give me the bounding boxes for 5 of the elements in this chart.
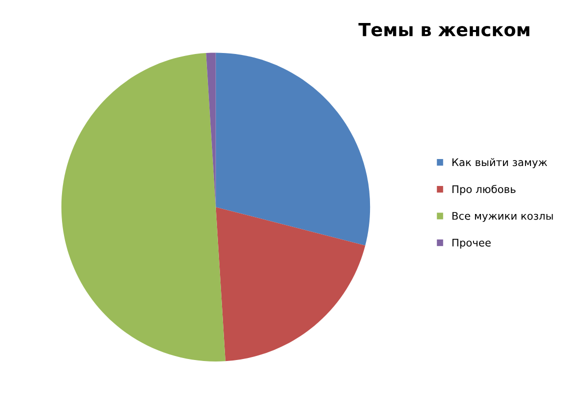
legend-label: Про любовь (452, 184, 516, 196)
chart-title: Темы в женском (358, 22, 530, 36)
legend-label: Прочее (452, 238, 491, 249)
legend-label: Как выйти замуж (452, 158, 548, 168)
legend-label: Все мужики козлы (452, 212, 553, 222)
